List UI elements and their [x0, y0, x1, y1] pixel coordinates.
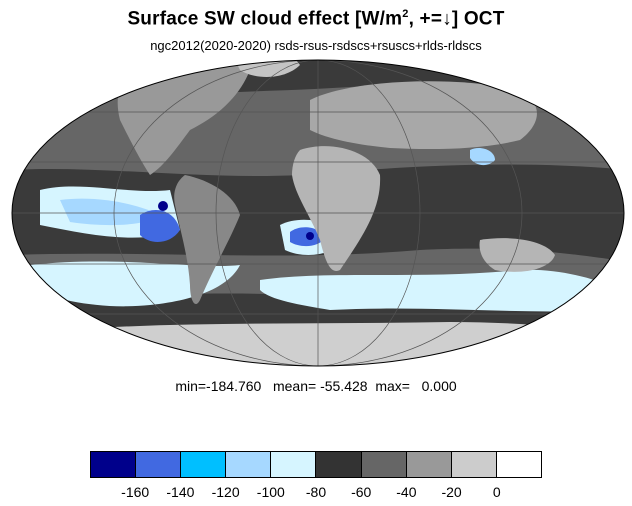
east-asia-blue [470, 148, 495, 166]
colorbar-box [316, 452, 362, 477]
graticule [12, 60, 624, 366]
peru-stratocumulus [140, 210, 180, 242]
namibia-deep-core [306, 232, 314, 240]
eurasia [310, 81, 537, 150]
colorbar-tick-label: -160 [121, 484, 150, 500]
colorbar-box [451, 452, 497, 477]
plot-title: Surface SW cloud effect [W/m2, +=↓] OCT [0, 8, 632, 30]
colorbar-tick-label: -100 [256, 484, 285, 500]
south-america [174, 175, 240, 305]
colorbar-tick-label: -120 [211, 484, 240, 500]
map-border [11, 59, 625, 367]
title-text: Surface SW cloud effect [W/m [127, 8, 403, 30]
antarctica [12, 322, 624, 366]
colorbar-ticks: -160 -140 -120 -100 -80 -60 -40 -20 0 [90, 484, 542, 502]
australia [479, 238, 555, 272]
title-suffix: , +=↓] OCT [408, 8, 505, 30]
colorbar [90, 451, 542, 478]
colorbar-box [136, 452, 182, 477]
colorbar-tick-label: -20 [441, 484, 462, 500]
peru-deep-core [158, 201, 168, 211]
south-atlantic-indian-light [260, 269, 620, 312]
colorbar-tick-label: -60 [351, 484, 372, 500]
colorbar-box [271, 452, 317, 477]
colorbar-box [91, 452, 137, 477]
south-pacific-light [30, 261, 240, 307]
north-america [117, 60, 250, 175]
africa [292, 146, 381, 271]
plot-subtitle: ngc2012(2020-2020) rsds-rsus-rsdscs+rsus… [150, 38, 482, 53]
colorbar-tick-label: -140 [166, 484, 195, 500]
colorbar-tick-label: -80 [305, 484, 327, 500]
stats-line: min=-184.760 mean= -55.428 max= 0.000 [175, 378, 457, 394]
colorbar-tick-label: 0 [492, 484, 501, 500]
pacific-mid-blue [60, 198, 160, 226]
colorbar-box [361, 452, 407, 477]
title-superscript: 2 [402, 8, 409, 20]
colorbar-box [496, 452, 541, 477]
colorbar-box [406, 452, 452, 477]
colorbar-box [226, 452, 272, 477]
colorbar-box [181, 452, 227, 477]
colorbar-tick-label: -40 [396, 484, 417, 500]
